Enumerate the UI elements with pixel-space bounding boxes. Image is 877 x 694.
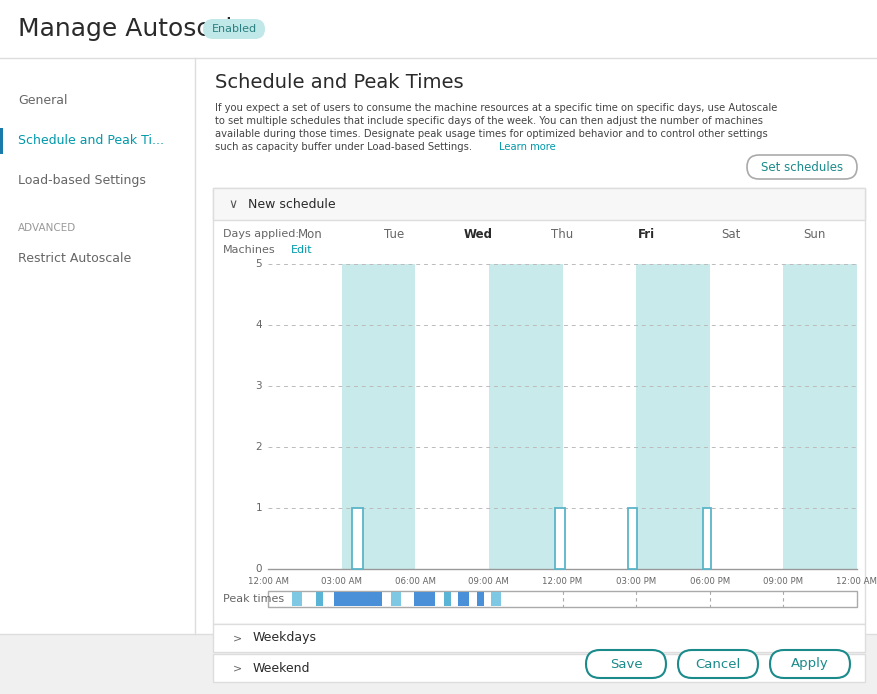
FancyBboxPatch shape (770, 650, 850, 678)
FancyBboxPatch shape (747, 155, 857, 179)
Text: Sun: Sun (803, 228, 826, 241)
Text: Enabled: Enabled (211, 24, 257, 34)
Bar (0, 58, 195, 634)
Text: 12:00 PM: 12:00 PM (542, 577, 582, 586)
Bar (783, 264, 857, 569)
Text: 09:00 AM: 09:00 AM (468, 577, 510, 586)
Text: >: > (233, 633, 242, 643)
Bar (213, 624, 865, 652)
Text: 0: 0 (255, 564, 262, 574)
Text: Tue: Tue (384, 228, 404, 241)
Text: 1: 1 (255, 503, 262, 513)
Text: Thu: Thu (552, 228, 574, 241)
Text: Weekdays: Weekdays (253, 632, 317, 645)
Text: 4: 4 (255, 320, 262, 330)
Bar (476, 592, 484, 606)
Text: Wed: Wed (464, 228, 493, 241)
Bar (0, 634, 877, 694)
Text: to set multiple schedules that include specific days of the week. You can then a: to set multiple schedules that include s… (215, 116, 763, 126)
Text: Manage Autoscale: Manage Autoscale (18, 17, 247, 41)
FancyBboxPatch shape (203, 19, 265, 39)
Bar (490, 592, 501, 606)
Text: 12:00 AM: 12:00 AM (247, 577, 289, 586)
Text: General: General (18, 94, 68, 106)
Text: Peak times: Peak times (223, 594, 284, 604)
Text: Fri: Fri (638, 228, 655, 241)
Text: If you expect a set of users to consume the machine resources at a specific time: If you expect a set of users to consume … (215, 103, 777, 113)
Text: Sat: Sat (721, 228, 740, 241)
Bar (317, 592, 324, 606)
Text: 3: 3 (255, 381, 262, 391)
Bar (213, 654, 865, 682)
Text: such as capacity buffer under Load-based Settings.: such as capacity buffer under Load-based… (215, 142, 472, 152)
Bar (636, 264, 709, 569)
Text: 03:00 AM: 03:00 AM (321, 577, 362, 586)
Bar (268, 264, 857, 569)
Text: Weekend: Weekend (253, 661, 310, 675)
Bar (629, 508, 637, 569)
Text: Save: Save (610, 657, 642, 670)
Text: Edit: Edit (291, 245, 312, 255)
Bar (291, 592, 303, 606)
Text: >: > (233, 663, 242, 673)
Bar (353, 508, 363, 569)
Bar (268, 591, 857, 607)
Text: Cancel: Cancel (695, 657, 740, 670)
Text: 03:00 PM: 03:00 PM (616, 577, 656, 586)
Bar (334, 592, 382, 606)
Bar (195, 58, 877, 634)
Text: 2: 2 (255, 442, 262, 452)
Text: Days applied:: Days applied: (223, 229, 299, 239)
Bar (488, 264, 562, 569)
Text: Machines: Machines (223, 245, 275, 255)
Bar (213, 188, 865, 220)
Bar (342, 264, 415, 569)
Text: 09:00 PM: 09:00 PM (763, 577, 803, 586)
Text: Mon: Mon (297, 228, 323, 241)
Text: available during those times. Designate peak usage times for optimized behavior : available during those times. Designate … (215, 129, 767, 139)
Text: 06:00 PM: 06:00 PM (689, 577, 730, 586)
Text: Load-based Settings: Load-based Settings (18, 174, 146, 187)
Bar (444, 592, 451, 606)
Text: Schedule and Peak Times: Schedule and Peak Times (215, 72, 464, 92)
Text: Schedule and Peak Ti...: Schedule and Peak Ti... (18, 133, 164, 146)
Text: Apply: Apply (791, 657, 829, 670)
Text: ∨: ∨ (228, 198, 237, 210)
Bar (213, 188, 865, 624)
Text: 06:00 AM: 06:00 AM (395, 577, 436, 586)
Bar (0, 0, 877, 58)
Text: Restrict Autoscale: Restrict Autoscale (18, 251, 132, 264)
Text: 12:00 AM: 12:00 AM (837, 577, 877, 586)
Bar (390, 592, 401, 606)
Text: Set schedules: Set schedules (761, 160, 843, 174)
Bar (458, 592, 469, 606)
Bar (555, 508, 565, 569)
Text: New schedule: New schedule (248, 198, 336, 210)
Text: ADVANCED: ADVANCED (18, 223, 76, 233)
Text: 5: 5 (255, 259, 262, 269)
FancyBboxPatch shape (678, 650, 758, 678)
Bar (702, 508, 711, 569)
FancyBboxPatch shape (586, 650, 666, 678)
Text: Learn more: Learn more (499, 142, 556, 152)
Bar (0, 128, 3, 154)
Bar (414, 592, 435, 606)
